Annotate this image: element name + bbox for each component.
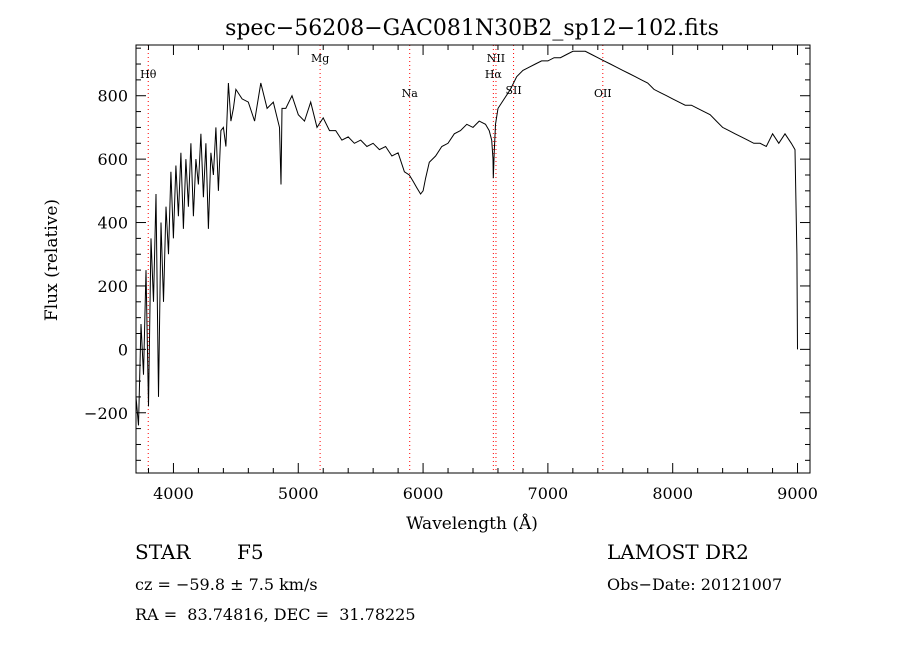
- survey-label: LAMOST DR2: [607, 540, 749, 564]
- spectral-line-label: Na: [402, 87, 419, 100]
- obs-date-line: Obs−Date: 20121007: [607, 575, 783, 594]
- x-axis-label: Wavelength (Å): [406, 513, 538, 534]
- spectral-line-labels: Hθ Mg Na Hα NII SII OII: [140, 52, 612, 100]
- class-label: STAR: [135, 540, 191, 564]
- redshift-line: cz = −59.8 ± 7.5 km/s: [135, 575, 318, 594]
- y-axis-ticks: −200 0 200 400 600 800: [84, 47, 810, 461]
- spectral-line-label: Mg: [311, 52, 329, 65]
- x-tick-label: 8000: [652, 484, 693, 503]
- spectral-line-markers: [147, 45, 604, 473]
- y-tick-label: 800: [97, 87, 128, 106]
- spectral-line-label: SII: [505, 84, 521, 97]
- x-tick-label: 6000: [403, 484, 444, 503]
- y-tick-label: 400: [97, 214, 128, 233]
- y-tick-label: 0: [118, 340, 128, 359]
- spectral-line-label: OII: [594, 87, 612, 100]
- coordinates-line: RA = 83.74816, DEC = 31.78225: [135, 605, 416, 624]
- x-tick-label: 7000: [528, 484, 569, 503]
- spectral-line-label: NII: [487, 52, 505, 65]
- y-tick-label: 600: [97, 150, 128, 169]
- x-tick-label: 9000: [777, 484, 818, 503]
- y-tick-label: −200: [84, 404, 128, 423]
- x-tick-label: 4000: [153, 484, 194, 503]
- x-axis-ticks: 4000 5000 6000 7000 8000 9000: [147, 45, 818, 503]
- subclass-label: F5: [237, 540, 264, 564]
- spectral-line-label: Hθ: [140, 68, 157, 81]
- y-tick-label: 200: [97, 277, 128, 296]
- x-tick-label: 5000: [278, 484, 319, 503]
- spectrum-series-line: [135, 50, 798, 426]
- y-axis-label: Flux (relative): [42, 199, 62, 321]
- spectral-line-label: Hα: [485, 68, 503, 81]
- chart-title: spec−56208−GAC081N30B2_sp12−102.fits: [225, 16, 719, 41]
- plot-frame: [135, 44, 811, 474]
